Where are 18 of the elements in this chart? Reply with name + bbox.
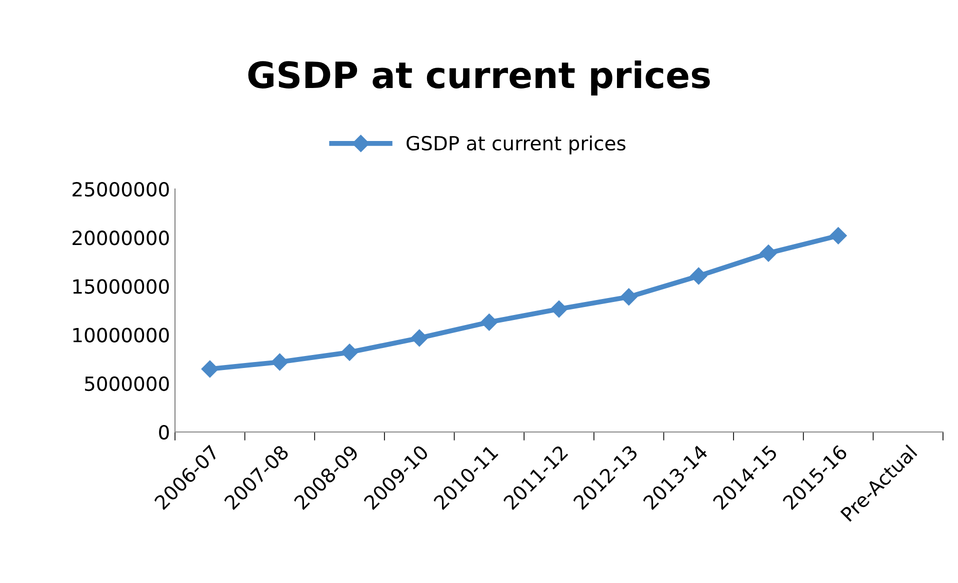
point	[690, 267, 708, 285]
legend-label: GSDP at current prices	[406, 136, 626, 154]
y-tick-label: 0	[159, 424, 169, 440]
point	[620, 288, 638, 306]
y-tick-label: 25000000	[72, 182, 169, 197]
y-tick-label: 5000000	[85, 376, 169, 392]
y-tick-label: 15000000	[73, 279, 169, 294]
point	[271, 353, 288, 371]
point	[830, 227, 847, 244]
chart-title: GSDP at current prices	[248, 60, 710, 96]
point	[201, 360, 218, 378]
point	[760, 244, 778, 262]
point	[480, 314, 498, 331]
point	[550, 300, 568, 318]
point	[340, 344, 358, 361]
y-tick-label: 10000000	[73, 328, 169, 342]
y-tick-label: 20000000	[72, 230, 169, 246]
point	[410, 329, 428, 347]
